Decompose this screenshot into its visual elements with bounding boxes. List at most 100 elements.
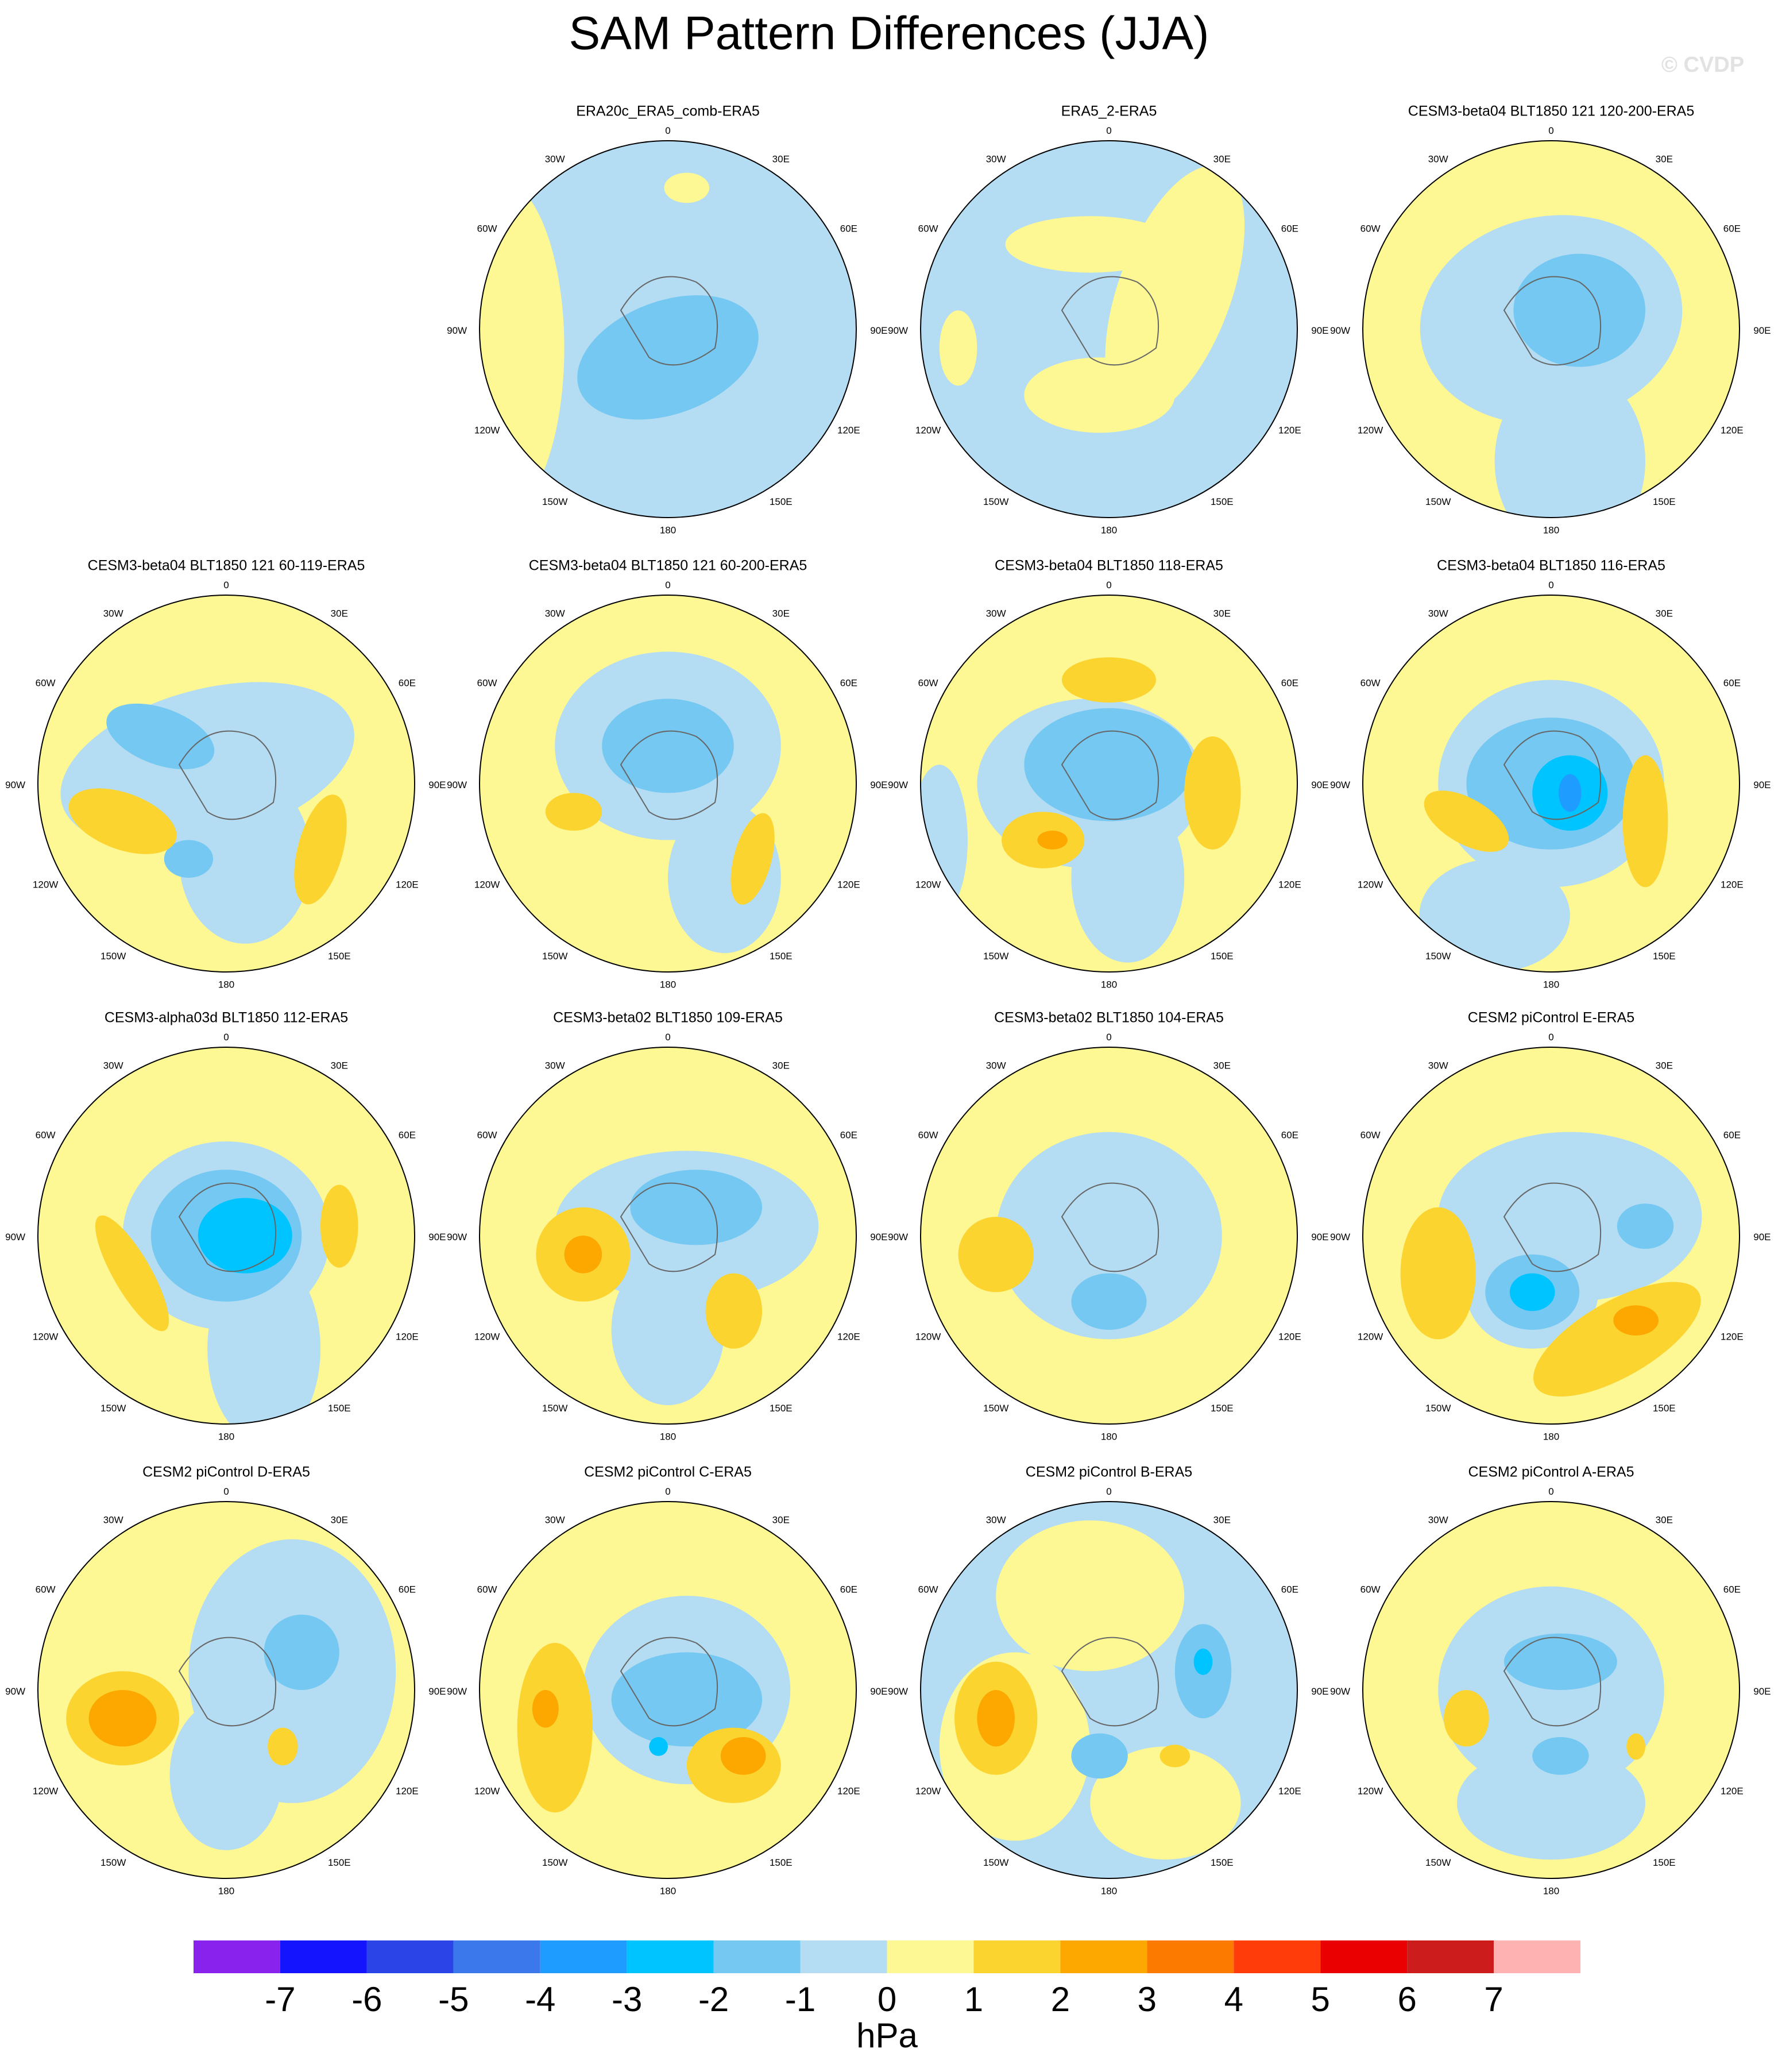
- map-border: [1362, 1047, 1740, 1425]
- map-panel: CESM3-beta04 BLT1850 118-ERA5 0 30W 30E 60W 6…: [888, 558, 1328, 990]
- coastline: [620, 1637, 718, 1727]
- longitude-label: 90E: [1753, 1232, 1771, 1243]
- map-border: [920, 595, 1298, 973]
- longitude-label: 150E: [770, 1403, 793, 1414]
- colorbar-label: 2: [1051, 1980, 1070, 2019]
- longitude-label: 90E: [870, 1686, 887, 1697]
- longitude-label: 30E: [772, 1060, 790, 1071]
- contour-region: [1494, 366, 1646, 518]
- contour-region: [939, 310, 977, 386]
- map-border: [37, 1047, 415, 1425]
- contour-region: [1622, 755, 1668, 888]
- longitude-label: 120E: [396, 1332, 419, 1342]
- contour-region: [294, 794, 347, 905]
- map-border: [37, 1501, 415, 1879]
- watermark: © CVDP: [1661, 53, 1744, 77]
- longitude-label: 30E: [1656, 608, 1673, 619]
- contour-region: [1071, 1733, 1128, 1779]
- colorbar-box: [887, 1940, 974, 1973]
- longitude-label: 120W: [474, 879, 500, 890]
- colorbar-box: [1407, 1940, 1494, 1973]
- longitude-label: 30W: [545, 1060, 565, 1071]
- contour-region: [198, 1198, 292, 1274]
- colorbar-box: [1147, 1940, 1234, 1973]
- longitude-label: 120W: [915, 1786, 941, 1797]
- longitude-label: 150W: [983, 951, 1008, 962]
- longitude-label: 120W: [474, 1786, 500, 1797]
- map-border: [479, 1501, 857, 1879]
- colorbar-box: [1234, 1940, 1321, 1973]
- panel-title: CESM3-beta02 BLT1850 109-ERA5: [553, 1010, 783, 1026]
- longitude-label: 180: [218, 1885, 234, 1896]
- longitude-label: 180: [1543, 1885, 1559, 1896]
- colorbar-box: [800, 1940, 887, 1973]
- map-field: [480, 1047, 856, 1424]
- colorbar-label: 5: [1311, 1980, 1330, 2019]
- contour-region: [1400, 1207, 1476, 1340]
- longitude-label: 120E: [1278, 1786, 1301, 1797]
- longitude-label: 150E: [1211, 951, 1234, 962]
- contour-region: [1090, 1746, 1241, 1860]
- colorbar-label: 7: [1484, 1980, 1503, 2019]
- longitude-label: 150E: [328, 1403, 351, 1414]
- longitude-label: 90E: [1311, 1232, 1328, 1243]
- contour-region: [664, 172, 710, 203]
- longitude-label: 120W: [1358, 1332, 1383, 1342]
- contour-region: [1037, 831, 1068, 850]
- longitude-label: 90W: [5, 1232, 25, 1243]
- longitude-label: 90E: [1753, 780, 1771, 790]
- contour-region: [179, 774, 311, 944]
- longitude-label: 30E: [772, 1514, 790, 1525]
- longitude-label: 60E: [399, 1130, 416, 1141]
- longitude-label: 60E: [840, 1130, 857, 1141]
- longitude-label: 90E: [1311, 1686, 1328, 1697]
- map-border: [920, 1047, 1298, 1425]
- contour-region: [1184, 736, 1241, 850]
- panel-title: CESM3-beta04 BLT1850 121 60-119-ERA5: [88, 558, 365, 574]
- map-panel: CESM3-alpha03d BLT1850 112-ERA5 0 30W 30E 60…: [5, 1010, 446, 1442]
- colorbar-box: [973, 1940, 1061, 1973]
- map-field: [921, 1502, 1297, 1878]
- longitude-label: 150E: [1653, 951, 1676, 962]
- map-field: [921, 595, 1297, 972]
- longitude-label: 150E: [770, 951, 793, 962]
- longitude-label: 150E: [1653, 1857, 1676, 1868]
- longitude-label: 0: [1106, 1032, 1111, 1043]
- longitude-label: 60E: [1281, 1130, 1298, 1141]
- contour-region: [1419, 859, 1570, 972]
- colorbar-label: -4: [525, 1980, 555, 2019]
- panel-title: CESM3-beta04 BLT1850 118-ERA5: [995, 558, 1223, 574]
- longitude-label: 120W: [33, 879, 58, 890]
- contour-region: [545, 793, 602, 831]
- contour-region: [320, 1184, 358, 1268]
- longitude-label: 90E: [428, 1686, 446, 1697]
- contour-region: [1626, 1733, 1646, 1760]
- longitude-label: 150W: [101, 1857, 126, 1868]
- longitude-label: 120W: [1358, 879, 1383, 890]
- longitude-label: 0: [1106, 125, 1111, 136]
- contour-region: [611, 1254, 725, 1406]
- map-field: [1363, 1047, 1740, 1424]
- longitude-label: 90W: [5, 780, 25, 790]
- contour-region: [977, 1690, 1015, 1747]
- longitude-label: 0: [1548, 580, 1553, 591]
- colorbar-box: [194, 1940, 280, 1973]
- map-panel: CESM2 piControl A-ERA5 0 30W 30E 60W 60E 90W 90…: [1330, 1464, 1771, 1897]
- longitude-label: 0: [1106, 1486, 1111, 1497]
- map-border: [920, 140, 1298, 518]
- longitude-label: 30W: [986, 608, 1006, 619]
- longitude-label: 180: [1543, 1431, 1559, 1442]
- contour-region: [268, 1727, 298, 1766]
- longitude-label: 180: [1101, 1885, 1117, 1896]
- contour-region: [1071, 793, 1185, 963]
- longitude-label: 120E: [396, 879, 419, 890]
- contour-region: [1024, 708, 1194, 821]
- contour-region: [1613, 1305, 1659, 1336]
- contour-region: [532, 1690, 559, 1728]
- coastline: [178, 1637, 277, 1727]
- longitude-label: 120E: [1278, 1332, 1301, 1342]
- longitude-label: 60W: [477, 223, 497, 234]
- map-field: [921, 1047, 1297, 1424]
- contour-region: [1617, 1203, 1674, 1249]
- longitude-label: 60E: [1723, 223, 1741, 234]
